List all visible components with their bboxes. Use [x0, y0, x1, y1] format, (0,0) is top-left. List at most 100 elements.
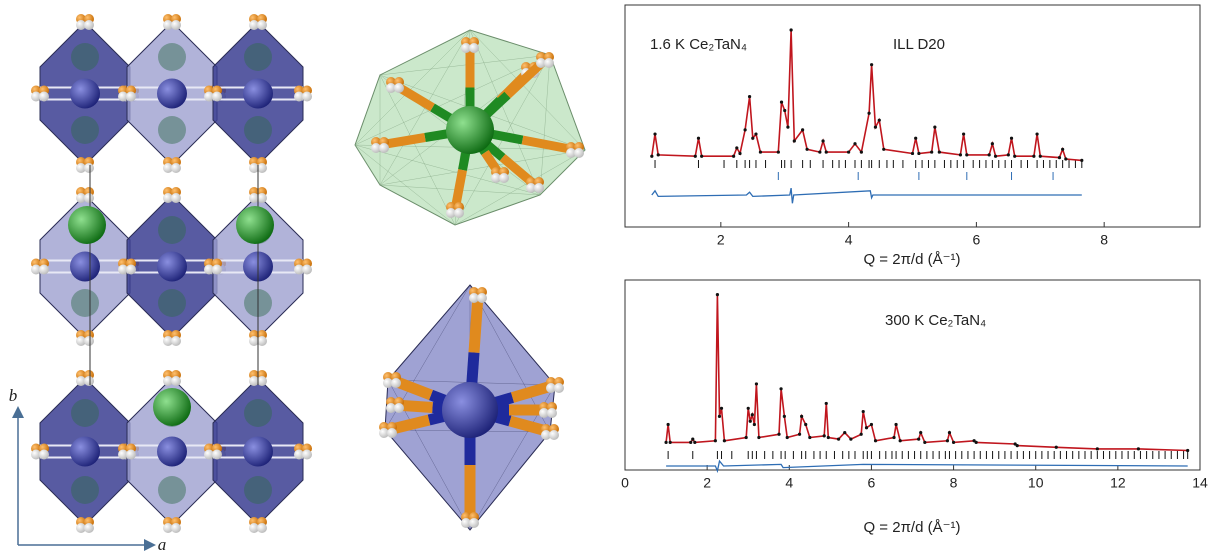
atom	[574, 148, 584, 158]
observed-point	[667, 423, 670, 426]
ghost-atom	[71, 399, 99, 427]
observed-point	[862, 410, 865, 413]
observed-point	[669, 441, 672, 444]
observed-point	[798, 433, 801, 436]
observed-point	[805, 148, 808, 151]
observed-point	[800, 415, 803, 418]
atom	[243, 437, 273, 467]
observed-point	[1055, 446, 1058, 449]
observed-point	[878, 119, 881, 122]
atom	[39, 265, 49, 275]
observed-point	[780, 101, 783, 104]
difference-line	[666, 461, 1188, 471]
atom	[212, 265, 222, 275]
observed-point	[1007, 153, 1010, 156]
observed-point	[714, 439, 717, 442]
atom	[171, 193, 181, 203]
atom	[212, 450, 222, 460]
atom	[379, 143, 389, 153]
x-tick-label: 12	[1110, 475, 1126, 491]
atom	[84, 523, 94, 533]
ghost-atom	[71, 476, 99, 504]
atom	[171, 20, 181, 30]
observed-point	[700, 155, 703, 158]
ghost-atom	[244, 116, 272, 144]
atom	[454, 208, 464, 218]
observed-point	[911, 152, 914, 155]
observed-point	[1061, 148, 1064, 151]
observed-point	[1137, 447, 1140, 450]
atom	[302, 92, 312, 102]
atom	[171, 376, 181, 386]
observed-point	[748, 95, 751, 98]
atom	[257, 523, 267, 533]
observed-point	[1058, 156, 1061, 159]
observed-point	[892, 436, 895, 439]
observed-point	[899, 439, 902, 442]
atom	[126, 450, 136, 460]
observed-point	[870, 423, 873, 426]
atom	[446, 106, 494, 154]
observed-point	[948, 431, 951, 434]
annotation: ILL D20	[893, 36, 945, 53]
observed-point	[694, 155, 697, 158]
observed-point	[786, 436, 789, 439]
x-tick-label: 6	[868, 475, 876, 491]
atom	[171, 163, 181, 173]
observed-point	[1096, 447, 1099, 450]
observed-point	[754, 132, 757, 135]
atom	[469, 518, 479, 528]
observed-point	[837, 438, 840, 441]
crystal-structure	[31, 14, 585, 533]
observed-point	[689, 441, 692, 444]
atom	[387, 428, 397, 438]
ghost-atom	[158, 43, 186, 71]
figure: b a 1.6 K Ce₂TaN₄ ILL D20 Q = 2π/d (Å⁻¹)…	[0, 0, 1218, 553]
atom	[157, 437, 187, 467]
observed-point	[825, 402, 828, 405]
atom	[70, 437, 100, 467]
observed-point	[917, 152, 920, 155]
observed-point	[723, 439, 726, 442]
annotation: 1.6 K Ce₂TaN₄	[650, 36, 747, 53]
observed-point	[860, 150, 863, 153]
atom	[302, 265, 312, 275]
observed-point	[946, 439, 949, 442]
annotation: 300 K Ce₂TaN₄	[885, 312, 986, 329]
observed-point	[747, 407, 750, 410]
observed-point	[790, 28, 793, 31]
observed-point	[783, 109, 786, 112]
observed-point	[914, 137, 917, 140]
atom	[84, 163, 94, 173]
observed-point	[808, 436, 811, 439]
observed-point	[691, 438, 694, 441]
observed-point	[757, 436, 760, 439]
ghost-atom	[244, 476, 272, 504]
observed-point	[1032, 155, 1035, 158]
atom	[477, 293, 487, 303]
observed-point	[744, 128, 747, 131]
observed-point	[923, 441, 926, 444]
observed-point	[975, 441, 978, 444]
x-tick-label: 2	[703, 475, 711, 491]
observed-point	[1064, 157, 1067, 160]
observed-point	[657, 153, 660, 156]
observed-point	[959, 153, 962, 156]
observed-point	[753, 423, 756, 426]
atom	[549, 430, 559, 440]
atom	[544, 58, 554, 68]
atom	[84, 20, 94, 30]
observed-point	[804, 423, 807, 426]
observed-point	[783, 415, 786, 418]
observed-point	[823, 434, 826, 437]
observed-point	[874, 439, 877, 442]
axis-label-a: a	[158, 535, 167, 553]
atom	[157, 252, 187, 282]
observed-point	[952, 441, 955, 444]
x-tick-label: 6	[972, 232, 980, 248]
atom	[70, 252, 100, 282]
x-axis-label: Q = 2π/d (Å⁻¹)	[863, 251, 960, 268]
observed-point	[738, 152, 741, 155]
observed-point	[801, 128, 804, 131]
ghost-atom	[158, 289, 186, 317]
